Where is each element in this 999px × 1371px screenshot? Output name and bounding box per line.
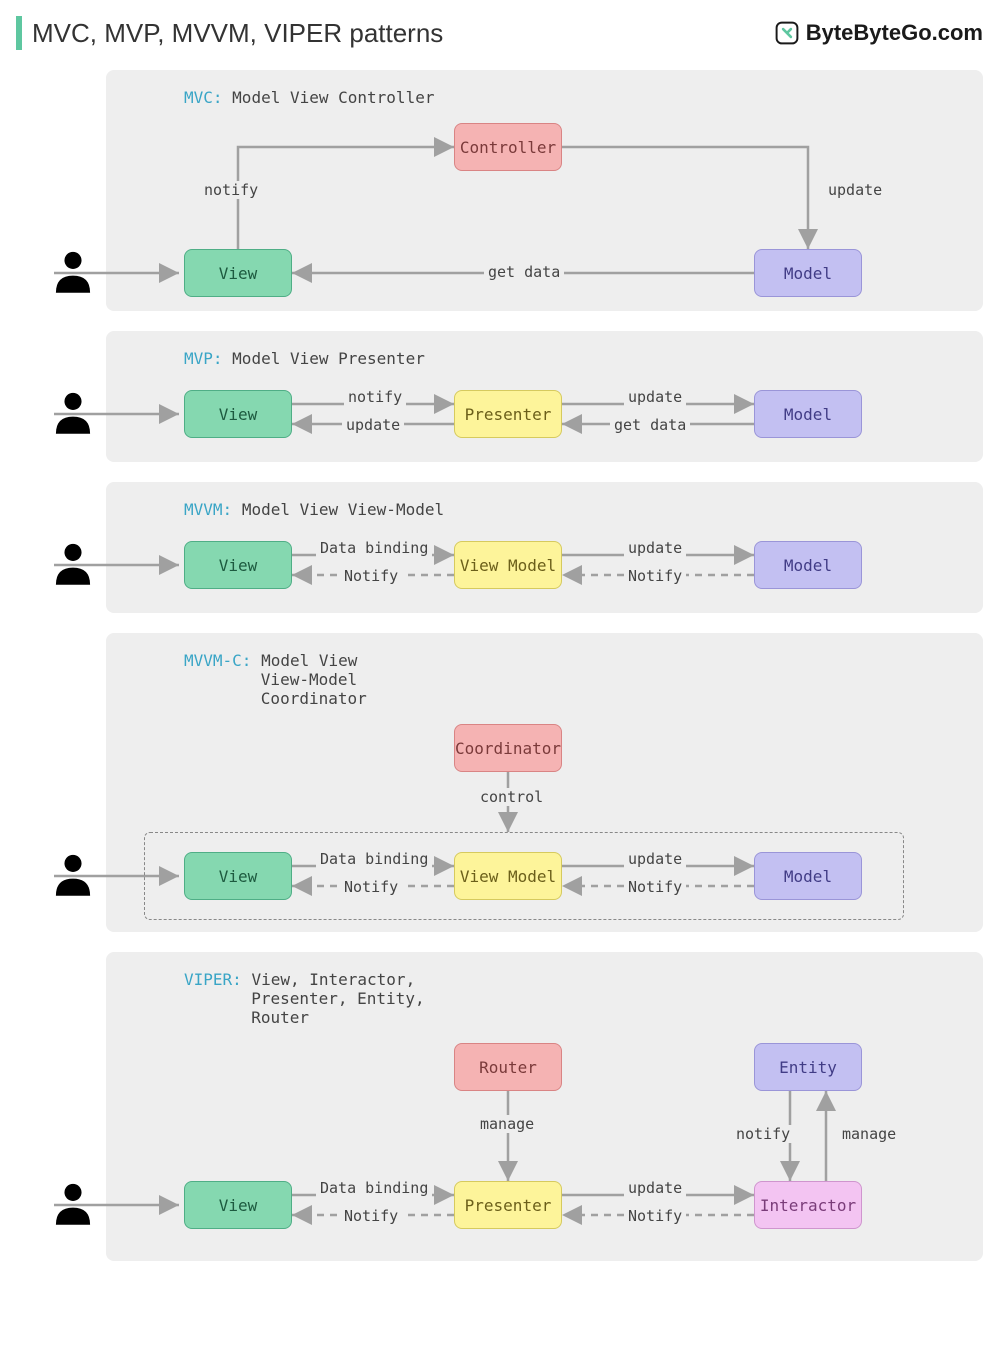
node-viewmodel: View Model bbox=[454, 541, 562, 589]
diagram: notifyupdateget dataControllerViewModel bbox=[124, 123, 965, 293]
node-model: Model bbox=[754, 541, 862, 589]
panel-desc: View, Interactor, bbox=[251, 970, 415, 989]
edge-label: Notify bbox=[340, 567, 402, 585]
panel-mvc: MVC: Model View Controller notify update g… bbox=[106, 70, 983, 311]
panel-desc: Model View View-Model bbox=[242, 500, 444, 519]
node-entity: Entity bbox=[754, 1043, 862, 1091]
edge-label: Notify bbox=[624, 878, 686, 896]
diagram: manage notify manage Data binding Notify upda… bbox=[124, 1043, 965, 1243]
node-presenter: Presenter bbox=[454, 1181, 562, 1229]
panel-desc: Model View Controller bbox=[232, 88, 434, 107]
panel-acronym: MVP: bbox=[184, 349, 223, 368]
edge-label: update bbox=[624, 388, 686, 406]
brand: ByteByteGo.com bbox=[774, 20, 983, 46]
node-presenter: Presenter bbox=[454, 390, 562, 438]
panel-desc: Model View bbox=[261, 651, 357, 670]
panel-acronym: MVVM: bbox=[184, 500, 232, 519]
panel-mvp: MVP: Model View Presenter notify update up… bbox=[106, 331, 983, 462]
edge-label: Data binding bbox=[316, 850, 432, 868]
edge-label: update bbox=[824, 181, 886, 199]
edge-label: update bbox=[624, 850, 686, 868]
panel-acronym: VIPER: bbox=[184, 970, 242, 989]
page-header: MVC, MVP, MVVM, VIPER patterns ByteByteG… bbox=[16, 16, 983, 50]
panel-mvvm: MVVM: Model View View-Model Data binding… bbox=[106, 482, 983, 613]
title-accent-bar bbox=[16, 16, 22, 50]
node-router: Router bbox=[454, 1043, 562, 1091]
panel-viper: VIPER: View, Interactor,Presenter, Entit… bbox=[106, 952, 983, 1261]
diagram: notify update update get data View Presenter M… bbox=[124, 384, 965, 444]
edge-label: Data binding bbox=[316, 1179, 432, 1197]
node-model: Model bbox=[754, 390, 862, 438]
edge-label: update bbox=[624, 1179, 686, 1197]
panel-desc: Model View Presenter bbox=[232, 349, 425, 368]
node-view: View bbox=[184, 390, 292, 438]
node-view: View bbox=[184, 249, 292, 297]
edge-label: manage bbox=[476, 1115, 538, 1133]
edge-label: notify bbox=[344, 388, 406, 406]
user-icon bbox=[54, 852, 92, 898]
edge-label: control bbox=[476, 788, 547, 806]
edge-label: manage bbox=[838, 1125, 900, 1143]
edge-label: notify bbox=[200, 181, 262, 199]
node-view: View bbox=[184, 1181, 292, 1229]
node-viewmodel: View Model bbox=[454, 852, 562, 900]
edge-label: update bbox=[624, 539, 686, 557]
user-icon bbox=[54, 541, 92, 587]
node-view: View bbox=[184, 852, 292, 900]
panel-mvvmc: MVVM-C: Model ViewView-ModelCoordinator … bbox=[106, 633, 983, 932]
panel-title: MVVM: Model View View-Model bbox=[184, 500, 965, 519]
diagram: Data binding Notify update Notify View View M… bbox=[124, 535, 965, 595]
panel-title: MVC: Model View Controller bbox=[184, 88, 965, 107]
node-model: Model bbox=[754, 852, 862, 900]
edge-label: notify bbox=[732, 1125, 794, 1143]
edge-label: Notify bbox=[624, 567, 686, 585]
edge-label: get data bbox=[484, 263, 564, 281]
page-title: MVC, MVP, MVVM, VIPER patterns bbox=[32, 18, 443, 49]
panel-title: MVVM-C: Model ViewView-ModelCoordinator bbox=[184, 651, 965, 708]
diagram: control Data binding Notify update Notify Coo… bbox=[124, 724, 965, 914]
brand-text: ByteByteGo.com bbox=[806, 20, 983, 46]
user-icon bbox=[54, 1181, 92, 1227]
edge-label: get data bbox=[610, 416, 690, 434]
user-icon bbox=[54, 249, 92, 295]
panel-acronym: MVVM-C: bbox=[184, 651, 251, 670]
brand-logo-icon bbox=[774, 20, 800, 46]
edge-label: update bbox=[342, 416, 404, 434]
edge-label: Notify bbox=[340, 878, 402, 896]
user-icon bbox=[54, 390, 92, 436]
edge-label: Notify bbox=[340, 1207, 402, 1225]
panel-title: MVP: Model View Presenter bbox=[184, 349, 965, 368]
edge-label: Data binding bbox=[316, 539, 432, 557]
node-coordinator: Coordinator bbox=[454, 724, 562, 772]
edge-label: Notify bbox=[624, 1207, 686, 1225]
node-controller: Controller bbox=[454, 123, 562, 171]
panel-title: VIPER: View, Interactor,Presenter, Entit… bbox=[184, 970, 965, 1027]
node-model: Model bbox=[754, 249, 862, 297]
node-view: View bbox=[184, 541, 292, 589]
panel-acronym: MVC: bbox=[184, 88, 223, 107]
node-interactor: Interactor bbox=[754, 1181, 862, 1229]
